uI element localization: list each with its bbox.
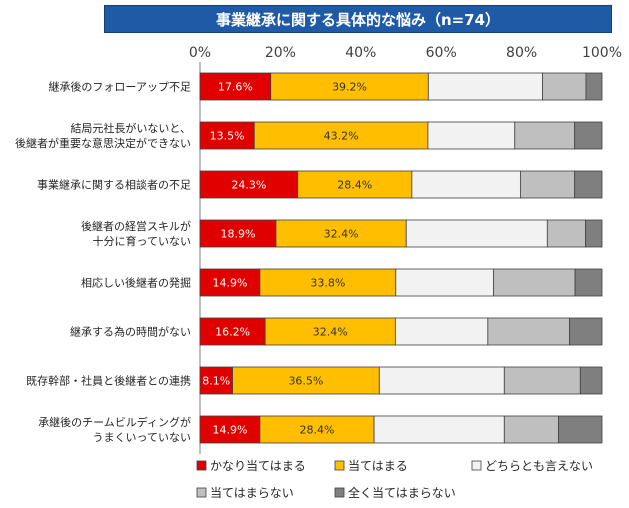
legend-label: 当てはまる	[348, 459, 408, 473]
category-label: 後継者の経営スキルが	[81, 219, 191, 233]
bar-segment	[579, 366, 603, 395]
bar-segment	[519, 170, 576, 199]
legend-swatch	[196, 460, 207, 471]
bar-segment	[259, 415, 375, 444]
category-label: 承継後のチームビルディングが	[38, 415, 191, 429]
bar-segment	[373, 415, 505, 444]
category-label: 後継者が重要な意思決定ができない	[15, 136, 191, 150]
category-label: うまくいっていない	[93, 431, 191, 444]
data-label: 17.6%	[218, 81, 253, 94]
bar-segment	[427, 121, 516, 150]
data-label: 14.9%	[212, 424, 247, 437]
bar-segment	[503, 415, 559, 444]
bar-segment	[487, 317, 570, 346]
x-tick-label: 80%	[506, 45, 537, 61]
bar-segment	[574, 268, 603, 297]
category-label: 相応しい後継者の発掘	[81, 276, 191, 290]
bar-segment	[199, 415, 261, 444]
legend-label: どちらとも言えない	[485, 459, 593, 473]
data-label: 32.4%	[313, 326, 348, 339]
data-label: 16.2%	[215, 326, 250, 339]
legend-swatch	[334, 487, 345, 498]
category-label: 結局元社長がいないと、	[70, 121, 191, 135]
data-label: 24.3%	[231, 179, 266, 192]
data-label: 39.2%	[332, 81, 367, 94]
bar-segment	[411, 170, 521, 199]
bar-segment	[574, 170, 603, 199]
x-tick-label: 60%	[426, 45, 457, 61]
data-label: 33.8%	[310, 277, 345, 290]
bar-segment	[297, 170, 413, 199]
legend-swatch	[196, 487, 207, 498]
bar-segment	[199, 268, 261, 297]
bar-segment	[569, 317, 603, 346]
category-label: 継承後のフォローアップ不足	[48, 80, 191, 94]
bar-segment	[270, 72, 429, 101]
bar-segment	[585, 72, 603, 101]
legend-label: 当てはまらない	[210, 486, 294, 500]
data-label: 36.5%	[288, 375, 323, 388]
x-tick-label: 40%	[345, 45, 376, 61]
data-label: 28.4%	[300, 424, 335, 437]
category-label: 事業継承に関する相談者の不足	[37, 178, 191, 192]
bar-segment	[503, 366, 581, 395]
bar-segment	[405, 219, 548, 248]
data-label: 28.4%	[337, 179, 372, 192]
data-label: 8.1%	[202, 375, 230, 388]
bar-segment	[574, 121, 603, 150]
bar-segment	[378, 366, 505, 395]
bar-segment	[558, 415, 603, 444]
bar-segment	[493, 268, 576, 297]
bar-segment	[514, 121, 576, 150]
x-tick-label: 100%	[582, 45, 622, 61]
bar-segment	[199, 170, 299, 199]
bar-segment	[585, 219, 603, 248]
data-label: 18.9%	[221, 228, 256, 241]
bar-segment	[394, 317, 489, 346]
bar-segment	[395, 268, 494, 297]
legend-label: 全く当てはまらない	[348, 485, 456, 500]
data-label: 13.5%	[210, 130, 245, 143]
x-tick-label: 20%	[265, 45, 296, 61]
bar-segment	[199, 72, 272, 101]
chart-title: 事業継承に関する具体的な悩み（n=74）	[104, 5, 612, 33]
bar-segment	[542, 72, 587, 101]
category-label: 継承する為の時間がない	[70, 325, 191, 339]
legend-swatch	[334, 460, 345, 471]
bar-segment	[199, 121, 255, 150]
data-label: 43.2%	[324, 130, 359, 143]
x-tick-label: 0%	[189, 45, 211, 61]
bar-segment	[546, 219, 586, 248]
bar-segment	[199, 317, 266, 346]
bar-segment	[427, 72, 543, 101]
bar-segment	[232, 366, 380, 395]
bar-segment	[199, 366, 233, 395]
data-label: 14.9%	[212, 277, 247, 290]
bar-segment	[253, 121, 429, 150]
data-label: 32.4%	[324, 228, 359, 241]
category-label: 十分に育っていない	[93, 234, 191, 248]
legend-swatch	[471, 460, 482, 471]
legend-label: かなり当てはまる	[210, 459, 306, 473]
category-label: 既存幹部・社員と後継者との連携	[26, 374, 191, 388]
bar-segment	[264, 317, 396, 346]
